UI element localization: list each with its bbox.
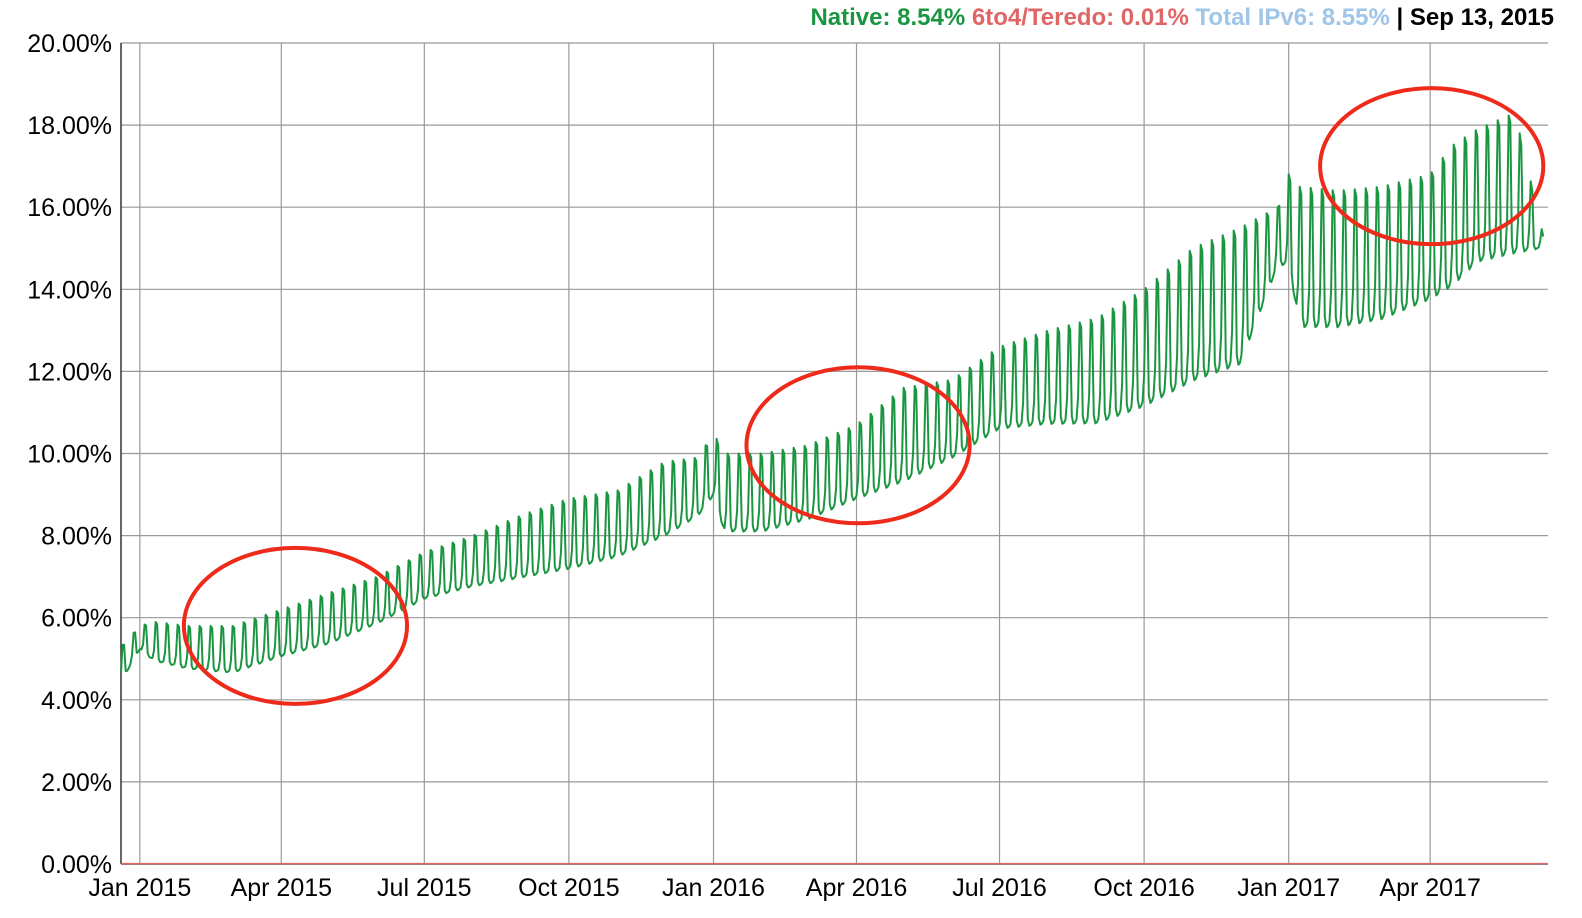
y-tick-label: 2.00% xyxy=(41,769,112,797)
native-legend: Native: 8.54% xyxy=(810,4,966,31)
y-tick-label: 8.00% xyxy=(41,523,112,551)
y-tick-label: 16.00% xyxy=(27,194,112,222)
x-tick-label: Oct 2015 xyxy=(518,874,619,902)
y-tick-label: 4.00% xyxy=(41,687,112,715)
series xyxy=(120,114,1548,865)
x-tick-label: Jan 2016 xyxy=(662,874,765,902)
chart-header: Native: 8.54% 6to4/Teredo: 0.01% Total I… xyxy=(810,4,1554,32)
header-separator: | xyxy=(1389,4,1410,31)
highlight-ellipse xyxy=(181,545,410,706)
grid xyxy=(121,42,1548,864)
x-tick-label: Jan 2017 xyxy=(1237,874,1340,902)
x-tick-label: Apr 2016 xyxy=(806,874,907,902)
native-series-line xyxy=(120,114,1545,674)
total-ipv6-legend: Total IPv6: 8.55% xyxy=(1195,4,1390,31)
x-tick-label: Jan 2015 xyxy=(88,874,191,902)
y-tick-label: 14.00% xyxy=(27,276,112,304)
header-date: Sep 13, 2015 xyxy=(1409,4,1554,31)
x-tick-label: Jul 2015 xyxy=(377,874,472,902)
x-tick-label: Apr 2015 xyxy=(231,874,332,902)
y-tick-label: 10.00% xyxy=(27,441,112,469)
highlight-ellipse xyxy=(1318,86,1546,247)
y-tick-label: 18.00% xyxy=(27,112,112,140)
y-tick-label: 0.00% xyxy=(41,851,112,879)
y-tick-label: 20.00% xyxy=(27,30,112,58)
y-tick-label: 12.00% xyxy=(27,358,112,386)
highlight-ellipse xyxy=(744,365,972,526)
x-tick-label: Apr 2017 xyxy=(1379,874,1480,902)
annotations xyxy=(181,86,1546,706)
y-tick-label: 6.00% xyxy=(41,605,112,633)
x-tick-label: Oct 2016 xyxy=(1093,874,1194,902)
teredo-legend: 6to4/Teredo: 0.01% xyxy=(971,4,1189,31)
x-tick-label: Jul 2016 xyxy=(952,874,1047,902)
tick-labels: 0.00% 2.00% 4.00% 6.00% 8.00% 10.00% 12.00% 14.… xyxy=(27,30,1481,902)
